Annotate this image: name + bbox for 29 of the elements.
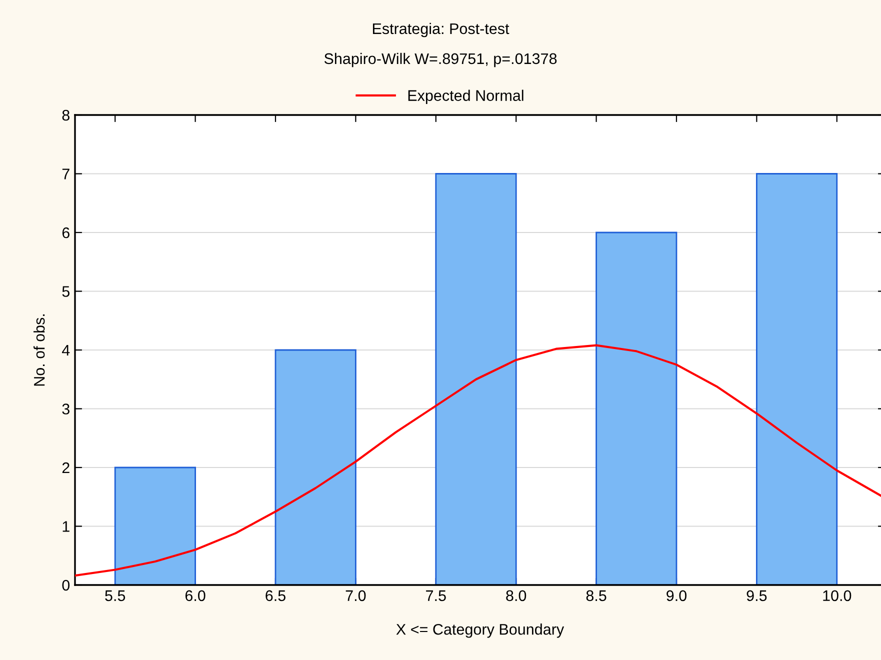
y-tick-label: 8 [62,110,70,121]
x-tick-label: 5.5 [105,590,126,602]
chart-title: Estrategia: Post-test [372,22,510,38]
x-tick-label: 8.0 [506,590,526,602]
chart-subtitle: Shapiro-Wilk W=.89751, p=.01378 [324,52,557,68]
y-tick-label: 7 [62,168,70,180]
x-axis-title: X <= Category Boundary [396,624,564,638]
x-tick-label: 9.5 [746,590,767,602]
y-axis-title: No. of obs. [34,314,45,386]
y-tick-label: 2 [62,462,70,474]
bar [756,173,838,585]
x-tick-label: 9.0 [666,590,687,602]
y-tick-label: 5 [62,286,70,297]
y-tick-label: 3 [62,404,70,414]
legend-label: Expected Normal [408,90,524,104]
x-tick-label: 6.5 [266,590,286,602]
bar [596,232,678,585]
x-tick-label: 6.0 [185,590,206,602]
x-tick-label: 8.5 [586,590,606,602]
y-tick-label: 4 [62,345,70,356]
y-tick-label: 6 [62,227,70,238]
y-tick-label: 1 [62,521,70,532]
x-tick-label: 10.0 [823,590,852,602]
bar [435,173,517,585]
x-tick-label: 7.0 [346,590,366,602]
bar [274,349,356,585]
y-tick-label: 0 [62,580,70,591]
x-tick-label: 7.5 [426,590,446,602]
bar [114,466,196,585]
